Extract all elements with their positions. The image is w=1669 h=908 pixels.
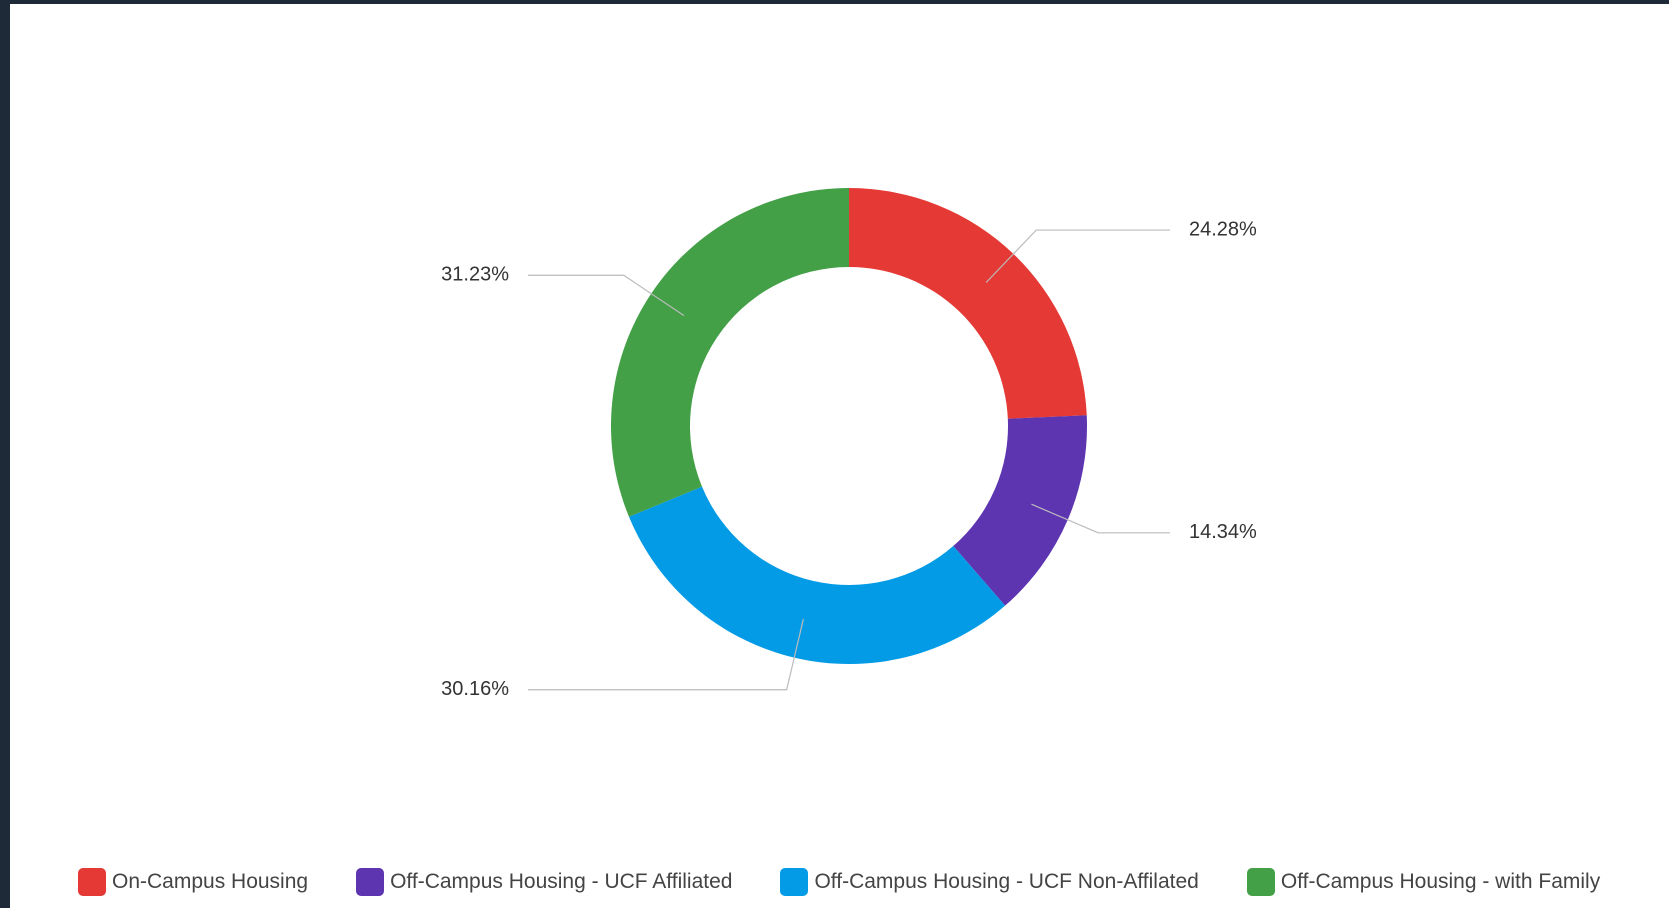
legend-swatch	[78, 868, 106, 896]
legend-item[interactable]: Off-Campus Housing - UCF Affiliated	[356, 868, 732, 896]
donut-slice	[953, 415, 1087, 606]
donut-slice	[628, 486, 1006, 665]
legend-swatch	[1246, 868, 1275, 896]
leader-line	[528, 274, 685, 317]
leader-line	[985, 229, 1170, 283]
legend-item[interactable]: Off-Campus Housing - UCF Non-Affilated	[780, 868, 1199, 896]
legend-swatch	[780, 868, 809, 896]
donut-slice	[849, 188, 1087, 419]
chart: 24.28% 14.34% 30.16% 31.23%	[441, 188, 1257, 700]
legend-item[interactable]: On-Campus Housing	[78, 868, 308, 896]
legend-label: Off-Campus Housing - UCF Non-Affilated	[814, 870, 1199, 893]
legend-label: Off-Campus Housing - with Family	[1280, 870, 1601, 893]
legend-label: Off-Campus Housing - UCF Affiliated	[390, 870, 733, 893]
legend-item[interactable]: Off-Campus Housing - with Family	[1246, 868, 1601, 896]
donut-slice	[610, 188, 849, 517]
chart-panel: 24.28% 14.34% 30.16% 31.23% On-Campus Housi…	[10, 4, 1669, 908]
data-label: 14.34%	[1189, 521, 1257, 543]
data-label: 31.23%	[441, 264, 509, 286]
legend: On-Campus Housing Off-Campus Housing - UC…	[78, 868, 1600, 896]
data-label: 30.16%	[441, 678, 509, 700]
leader-line	[528, 619, 804, 691]
leader-line	[1031, 503, 1170, 534]
data-label: 24.28%	[1189, 218, 1257, 240]
legend-swatch	[356, 868, 385, 896]
legend-label: On-Campus Housing	[112, 870, 309, 893]
